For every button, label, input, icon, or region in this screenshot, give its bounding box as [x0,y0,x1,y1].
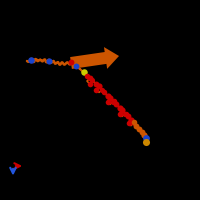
Point [132,121,135,125]
Point [109,97,112,100]
Point [85,74,89,77]
Point [74,64,78,68]
Point [142,133,146,137]
Point [82,70,85,74]
Point [127,121,130,125]
Point [69,61,73,64]
Point [140,130,143,134]
Point [47,60,51,63]
Point [129,118,133,121]
Point [91,79,94,82]
Point [144,140,147,144]
Point [94,82,97,85]
Point [100,88,104,92]
Point [145,137,148,140]
Point [127,115,130,118]
Point [137,127,141,131]
Point [111,100,115,103]
Point [115,103,118,106]
Point [135,124,138,127]
Point [95,88,98,91]
Point [118,112,122,115]
Point [124,112,127,115]
Point [132,121,136,124]
Point [29,58,33,61]
Point [112,100,115,103]
Point [88,77,92,80]
Point [123,112,127,115]
Point [118,106,121,109]
Point [121,109,124,112]
Point [106,100,110,103]
Point [106,94,109,97]
Point [97,85,101,88]
Polygon shape [70,47,119,69]
Point [102,91,106,94]
Point [88,82,91,86]
